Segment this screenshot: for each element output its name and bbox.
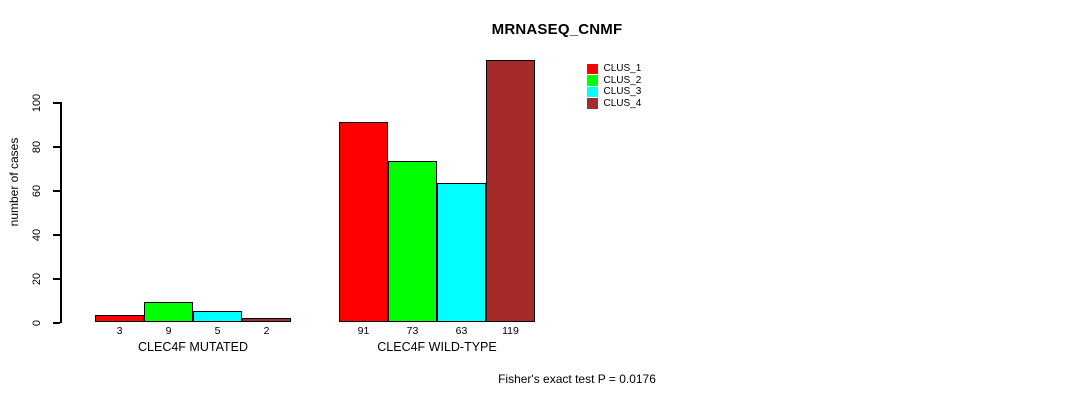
legend-label: CLUS_4 [603, 97, 642, 109]
y-tick-label: 60 [31, 184, 43, 198]
y-tick-mark [53, 190, 60, 192]
legend-swatch-clus-1 [587, 63, 598, 74]
legend-swatch-clus-2 [587, 75, 598, 86]
y-tick-mark [53, 322, 60, 324]
fisher-test-annotation: Fisher's exact test P = 0.0176 [498, 372, 656, 386]
legend-swatch-clus-3 [587, 86, 598, 97]
y-tick-label: 80 [31, 140, 43, 154]
y-tick-label: 20 [31, 272, 43, 286]
bar-value-label: 3 [116, 325, 123, 337]
bar-value-label: 2 [263, 325, 270, 337]
bar-clus-3-clec4f-mutated [193, 311, 242, 322]
legend-label: CLUS_3 [603, 86, 642, 98]
legend-item-clus-1: CLUS_1 [587, 63, 641, 75]
y-axis-line [60, 102, 62, 323]
bar-clus-1-clec4f-wild-type [339, 121, 388, 322]
bar-value-label: 91 [357, 325, 370, 337]
bar-clus-2-clec4f-mutated [144, 302, 193, 322]
bar-clus-2-clec4f-wild-type [388, 161, 437, 322]
bar-clus-3-clec4f-wild-type [437, 183, 486, 322]
bar-value-label: 9 [165, 325, 172, 337]
y-tick-label: 40 [31, 228, 43, 242]
bar-value-label: 73 [406, 325, 419, 337]
y-tick-mark [53, 102, 60, 104]
legend-item-clus-3: CLUS_3 [587, 86, 641, 98]
legend-item-clus-2: CLUS_2 [587, 75, 641, 87]
legend: CLUS_1 CLUS_2 CLUS_3 CLUS_4 [587, 63, 641, 109]
bar-clus-4-clec4f-mutated [242, 317, 291, 322]
bar-clus-4-clec4f-wild-type [486, 60, 535, 322]
group-label-clec4f-wild-type: CLEC4F WILD-TYPE [377, 340, 497, 354]
y-tick-mark [53, 278, 60, 280]
bar-value-label: 119 [502, 325, 519, 337]
y-tick-label: 100 [31, 93, 43, 113]
bar-clus-1-clec4f-mutated [95, 315, 144, 322]
y-tick-mark [53, 146, 60, 148]
y-tick-mark [53, 234, 60, 236]
legend-label: CLUS_2 [603, 74, 642, 86]
bar-value-label: 63 [455, 325, 468, 337]
group-label-clec4f-mutated: CLEC4F MUTATED [138, 340, 248, 354]
bar-value-label: 5 [214, 325, 221, 337]
legend-label: CLUS_1 [603, 63, 642, 75]
chart-title: MRNASEQ_CNMF [491, 21, 623, 38]
legend-item-clus-4: CLUS_4 [587, 98, 641, 110]
legend-swatch-clus-4 [587, 98, 598, 109]
y-tick-label: 0 [31, 319, 43, 327]
